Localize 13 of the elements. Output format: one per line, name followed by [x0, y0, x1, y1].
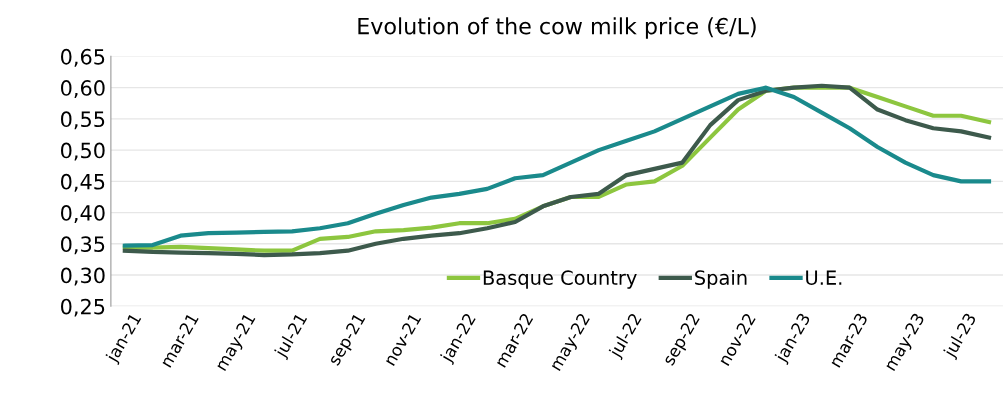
y-tick-label: 0,40 — [61, 205, 105, 223]
y-tick-label: 0,45 — [61, 173, 105, 192]
legend-label: Spain — [695, 269, 747, 289]
y-tick-label: 0,55 — [61, 111, 105, 130]
y-tick-label: 0,30 — [61, 267, 105, 286]
y-tick-label: 0,25 — [61, 298, 105, 317]
y-tick-label: 0,35 — [61, 236, 105, 255]
legend-label: Basque Country — [483, 270, 637, 289]
y-tick-label: 0,50 — [61, 142, 105, 161]
y-tick-label: 0,60 — [61, 80, 105, 98]
chart-title: Evolution of the cow milk price (€/L) — [358, 17, 756, 39]
legend-label: U.E. — [806, 270, 842, 286]
y-tick-label: 0,65 — [61, 48, 105, 67]
